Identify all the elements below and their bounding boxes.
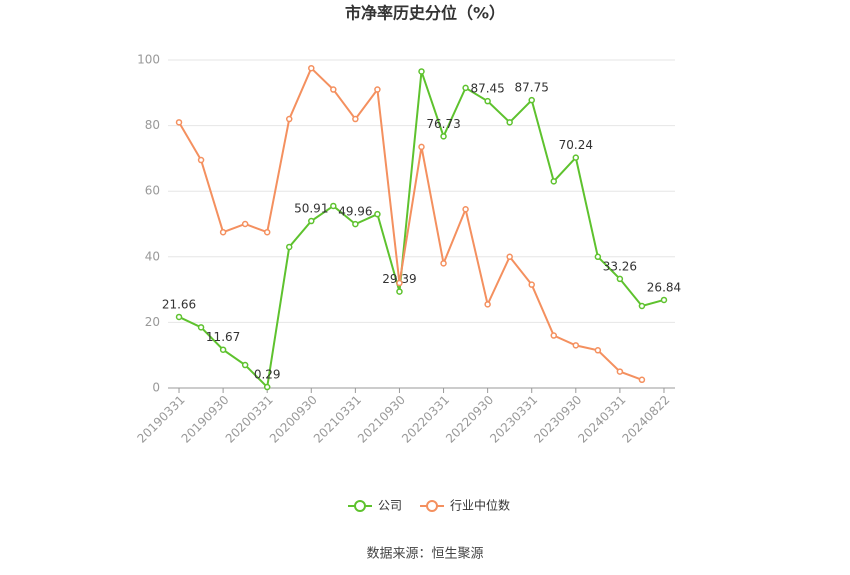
data-point <box>263 383 271 391</box>
legend-item: 行业中位数 <box>420 498 510 513</box>
data-point <box>330 202 337 210</box>
data-point <box>330 86 337 93</box>
y-tick-label: 100 <box>137 53 160 67</box>
data-point <box>263 228 271 236</box>
legend-marker <box>426 500 439 512</box>
data-point <box>462 84 469 92</box>
data-point <box>308 217 315 225</box>
data-point <box>352 115 359 123</box>
data-point <box>418 143 425 151</box>
data-label: 87.45 <box>470 82 504 96</box>
data-point <box>308 64 315 72</box>
data-point <box>197 324 205 331</box>
data-label: 70.24 <box>559 138 593 152</box>
data-point <box>572 154 580 161</box>
data-point <box>219 346 227 353</box>
data-point <box>506 253 513 261</box>
data-label: 87.75 <box>515 81 549 95</box>
data-label: 26.84 <box>647 280 681 294</box>
data-point <box>528 281 535 288</box>
data-point <box>241 361 249 369</box>
data-label: 50.91 <box>294 202 328 216</box>
legend-item: 公司 <box>348 499 402 513</box>
series-line <box>178 71 665 390</box>
data-point <box>219 228 227 236</box>
data-label: 21.66 <box>162 297 196 311</box>
data-point <box>285 115 293 123</box>
legend-label: 公司 <box>378 499 402 513</box>
x-tick-label: 20240822 <box>619 393 672 446</box>
data-point <box>418 68 425 75</box>
data-point <box>374 210 381 218</box>
data-point <box>352 220 359 228</box>
y-tick-label: 60 <box>145 184 160 198</box>
y-tick-label: 80 <box>145 118 160 132</box>
y-tick-label: 40 <box>145 249 160 263</box>
data-point <box>594 253 602 261</box>
data-label: 49.96 <box>338 205 372 219</box>
data-label: 33.26 <box>603 259 637 273</box>
data-point <box>616 275 624 283</box>
source-note: 数据来源：恒生聚源 <box>366 547 483 562</box>
data-point <box>197 156 205 164</box>
data-point <box>175 119 183 126</box>
data-point <box>374 86 381 93</box>
data-label: 76.73 <box>426 117 460 131</box>
data-point <box>638 302 646 310</box>
data-point <box>396 288 403 295</box>
data-point <box>396 279 403 287</box>
data-point <box>638 376 646 384</box>
data-point <box>616 368 624 375</box>
y-tick-label: 0 <box>152 381 160 395</box>
data-point <box>462 205 469 213</box>
data-point <box>241 220 249 228</box>
data-point <box>440 260 447 267</box>
legend-label: 行业中位数 <box>450 498 510 513</box>
data-point <box>440 133 447 140</box>
y-tick-label: 20 <box>145 315 160 329</box>
data-point <box>175 313 183 321</box>
data-point <box>506 119 513 126</box>
data-point <box>572 342 580 349</box>
data-point <box>484 301 491 308</box>
data-point <box>550 332 558 339</box>
data-point <box>660 296 668 304</box>
data-point <box>594 347 602 354</box>
data-point <box>285 243 293 251</box>
data-point <box>550 178 558 185</box>
legend-marker <box>354 500 366 512</box>
data-point <box>528 96 535 104</box>
data-label: 0.29 <box>254 368 281 382</box>
data-point <box>484 97 491 105</box>
chart-title: 市净率历史分位（%） <box>345 4 505 23</box>
data-label: 11.67 <box>206 330 240 344</box>
series-line <box>178 66 643 381</box>
